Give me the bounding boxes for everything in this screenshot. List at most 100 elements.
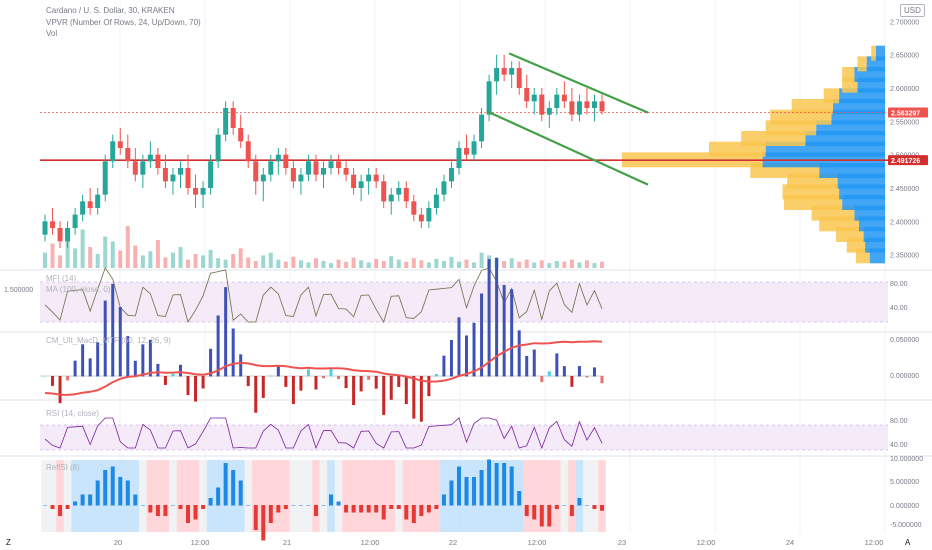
volume-bar — [231, 254, 236, 268]
macd-histogram-bar — [510, 289, 514, 377]
macd-histogram-bar — [239, 354, 243, 377]
time-tick-label: 12:00 — [697, 538, 716, 547]
macd-histogram-bar — [261, 376, 265, 398]
osc-bar — [366, 505, 371, 513]
volume-bar — [43, 252, 47, 268]
refl-label[interactable]: ReflSI (8) — [46, 463, 80, 472]
mfi-label[interactable]: MFI (14) — [46, 274, 77, 283]
price-tick-label: 2.600000 — [890, 86, 919, 93]
volume-bar — [306, 262, 311, 268]
mfi-line — [44, 267, 603, 323]
rsi-label[interactable]: RSI (14, close) — [46, 409, 99, 418]
grid — [0, 0, 932, 532]
regime-band — [590, 460, 599, 532]
macd-histogram-bar — [547, 371, 551, 377]
candle-body — [336, 161, 342, 168]
osc-bar — [554, 505, 559, 509]
candle-body — [253, 161, 259, 182]
zoom-button[interactable]: Z — [6, 538, 11, 547]
candle-body — [584, 101, 590, 108]
regime-band — [402, 460, 411, 532]
macd-histogram-bar — [171, 373, 175, 377]
volume-bar — [502, 261, 507, 268]
regime-band — [56, 460, 64, 532]
osc-bar — [208, 498, 213, 506]
macd-histogram-bar — [374, 376, 378, 389]
osc-bar — [539, 505, 544, 527]
pane-tick-label: 40.00 — [890, 442, 908, 449]
auto-scale-button[interactable]: A — [905, 538, 911, 547]
osc-bar — [329, 494, 334, 506]
osc-bar — [569, 505, 574, 516]
currency-badge[interactable]: USD — [900, 4, 925, 17]
macd-histogram-bar — [103, 300, 107, 377]
macd-histogram-bar — [141, 344, 145, 377]
candle-body — [358, 181, 364, 188]
regime-band — [522, 460, 531, 532]
osc-bar — [133, 494, 138, 506]
candle-body — [539, 94, 545, 115]
time-axis[interactable]: 20 12:00 21 12:00 22 12:00 23 12:00 24 12:00 — [114, 538, 884, 547]
volume-bar — [216, 258, 221, 268]
price-levels — [40, 112, 888, 161]
regime-band — [342, 460, 350, 532]
osc-bar — [73, 501, 78, 506]
osc-bar — [291, 505, 296, 506]
candle-body — [57, 228, 63, 242]
candle-body — [524, 88, 530, 102]
macd-histogram-bar — [314, 376, 318, 390]
symbol-legend[interactable]: Cardano / U. S. Dollar, 30, KRAKEN — [46, 6, 175, 15]
regime-band — [312, 460, 320, 532]
mfi-ma-label[interactable]: MA (100, close, 0) — [46, 285, 111, 294]
volume-bar — [193, 254, 198, 268]
regime-band — [432, 460, 441, 532]
macd-histogram-bar — [224, 287, 228, 377]
candle-body — [125, 148, 131, 162]
candle-body — [208, 161, 214, 188]
candle-body — [298, 174, 304, 182]
volume-bar — [441, 261, 446, 268]
candle-body — [132, 161, 138, 175]
vol-legend[interactable]: Vol — [46, 29, 58, 38]
time-tick-label: 24 — [786, 538, 794, 547]
volume-bar — [133, 245, 138, 268]
osc-bar — [140, 505, 145, 506]
regime-band — [394, 460, 403, 532]
macd-histogram-bar — [66, 376, 70, 381]
osc-bar — [231, 470, 236, 506]
candle-body — [381, 181, 387, 202]
candle-body — [411, 201, 417, 215]
price-tick-label: 2.700000 — [890, 19, 919, 26]
candle-body — [591, 101, 597, 108]
volume-bar — [449, 256, 454, 268]
regime-band — [139, 460, 147, 532]
candle-body — [140, 161, 146, 175]
candle-body — [448, 168, 454, 182]
candle-body — [50, 221, 56, 228]
osc-bar — [502, 463, 507, 506]
candle-body — [433, 194, 439, 208]
volume-bar — [291, 256, 296, 268]
macd-histogram-bar — [540, 376, 544, 383]
osc-bar — [50, 505, 55, 509]
macd-histogram-bar — [178, 364, 182, 377]
macd-histogram-bar — [201, 376, 205, 389]
descending-channel[interactable] — [486, 52, 649, 186]
volume-bar — [404, 261, 409, 268]
macd-histogram-bar — [231, 328, 235, 377]
regime-band — [274, 460, 283, 532]
osc-bar — [110, 466, 115, 506]
volume-bar — [532, 262, 537, 268]
candle-body — [268, 161, 274, 175]
price-axis[interactable]: 2.7000002.6500002.6000002.5500002.500000… — [888, 19, 928, 260]
pane-tick-label: 80.00 — [890, 418, 908, 425]
volume-bar — [238, 248, 243, 268]
vpvr-legend[interactable]: VPVR (Number Of Rows, 24, Up/Down, 70) — [46, 18, 201, 27]
volume-bar — [509, 258, 514, 268]
candle-body — [177, 168, 183, 175]
macd-label[interactable]: CM_Ult_MacD_MTF (60, 12, 26, 9) — [46, 336, 171, 345]
macd-histogram-bar — [389, 376, 393, 400]
refl-pane: 10.000000 5.000000 0.000000 -5.000000 — [41, 456, 923, 541]
pane-band — [40, 282, 888, 322]
